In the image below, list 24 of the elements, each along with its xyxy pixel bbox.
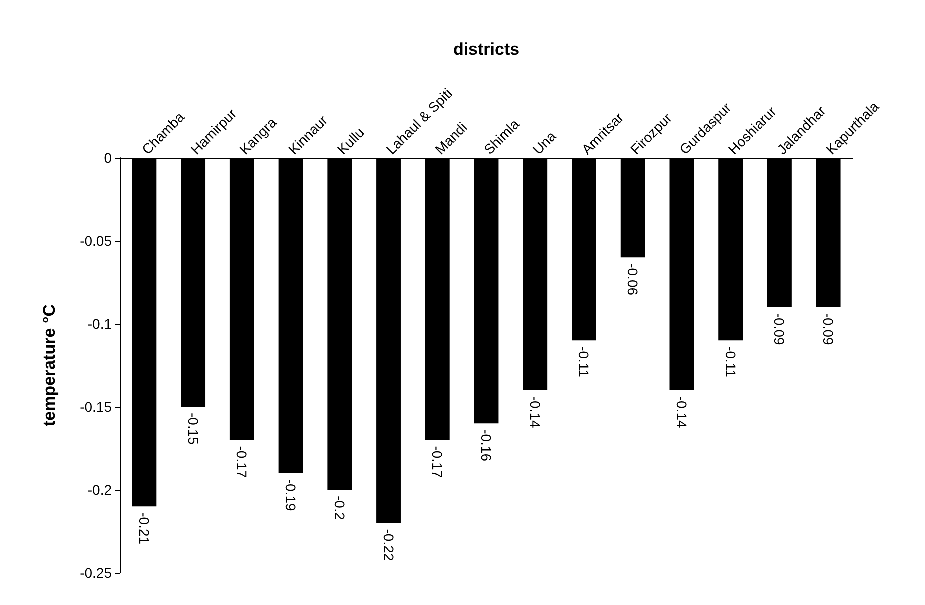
data-label: -0.14: [674, 396, 690, 429]
data-label: -0.2: [332, 496, 348, 520]
data-label: -0.06: [625, 264, 642, 296]
y-tick-label: -0.05: [80, 233, 112, 249]
data-label: -0.14: [527, 396, 544, 429]
data-label: -0.15: [185, 413, 202, 446]
data-label: -0.16: [478, 430, 494, 462]
y-tick-label: -0.25: [80, 565, 112, 581]
data-label: -0.21: [136, 512, 152, 545]
y-tick-label: -0.15: [80, 399, 112, 415]
data-label: -0.11: [576, 346, 592, 378]
data-label: -0.11: [722, 346, 739, 378]
data-label: -0.09: [820, 313, 837, 346]
y-tick-label: -0.1: [88, 316, 112, 332]
data-label: -0.22: [380, 529, 397, 562]
y-tick-label: -0.2: [88, 482, 112, 498]
data-label: -0.19: [283, 479, 300, 512]
data-label: -0.09: [772, 313, 788, 346]
y-tick-label: 0: [104, 150, 112, 166]
data-label: -0.17: [430, 446, 446, 478]
x-axis-title: districts: [453, 40, 520, 59]
y-axis-title: temperature °C: [40, 304, 59, 427]
x-tick-label: Una: [530, 128, 560, 158]
data-label: -0.17: [234, 446, 250, 478]
